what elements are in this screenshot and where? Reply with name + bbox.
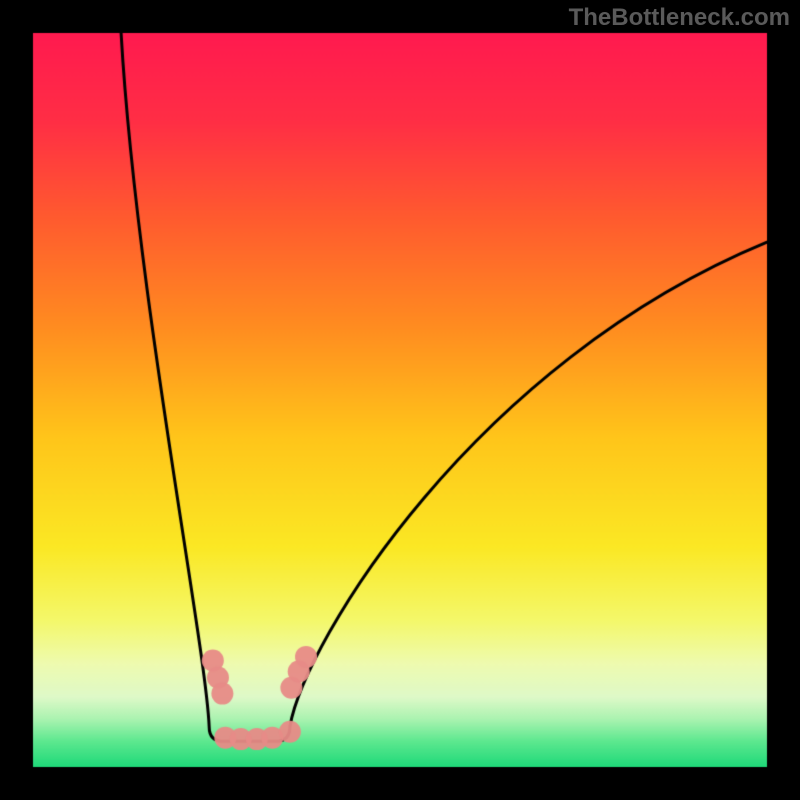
bottleneck-curve-chart xyxy=(0,0,800,800)
watermark-text: TheBottleneck.com xyxy=(569,4,790,32)
chart-stage: TheBottleneck.com xyxy=(0,0,800,800)
